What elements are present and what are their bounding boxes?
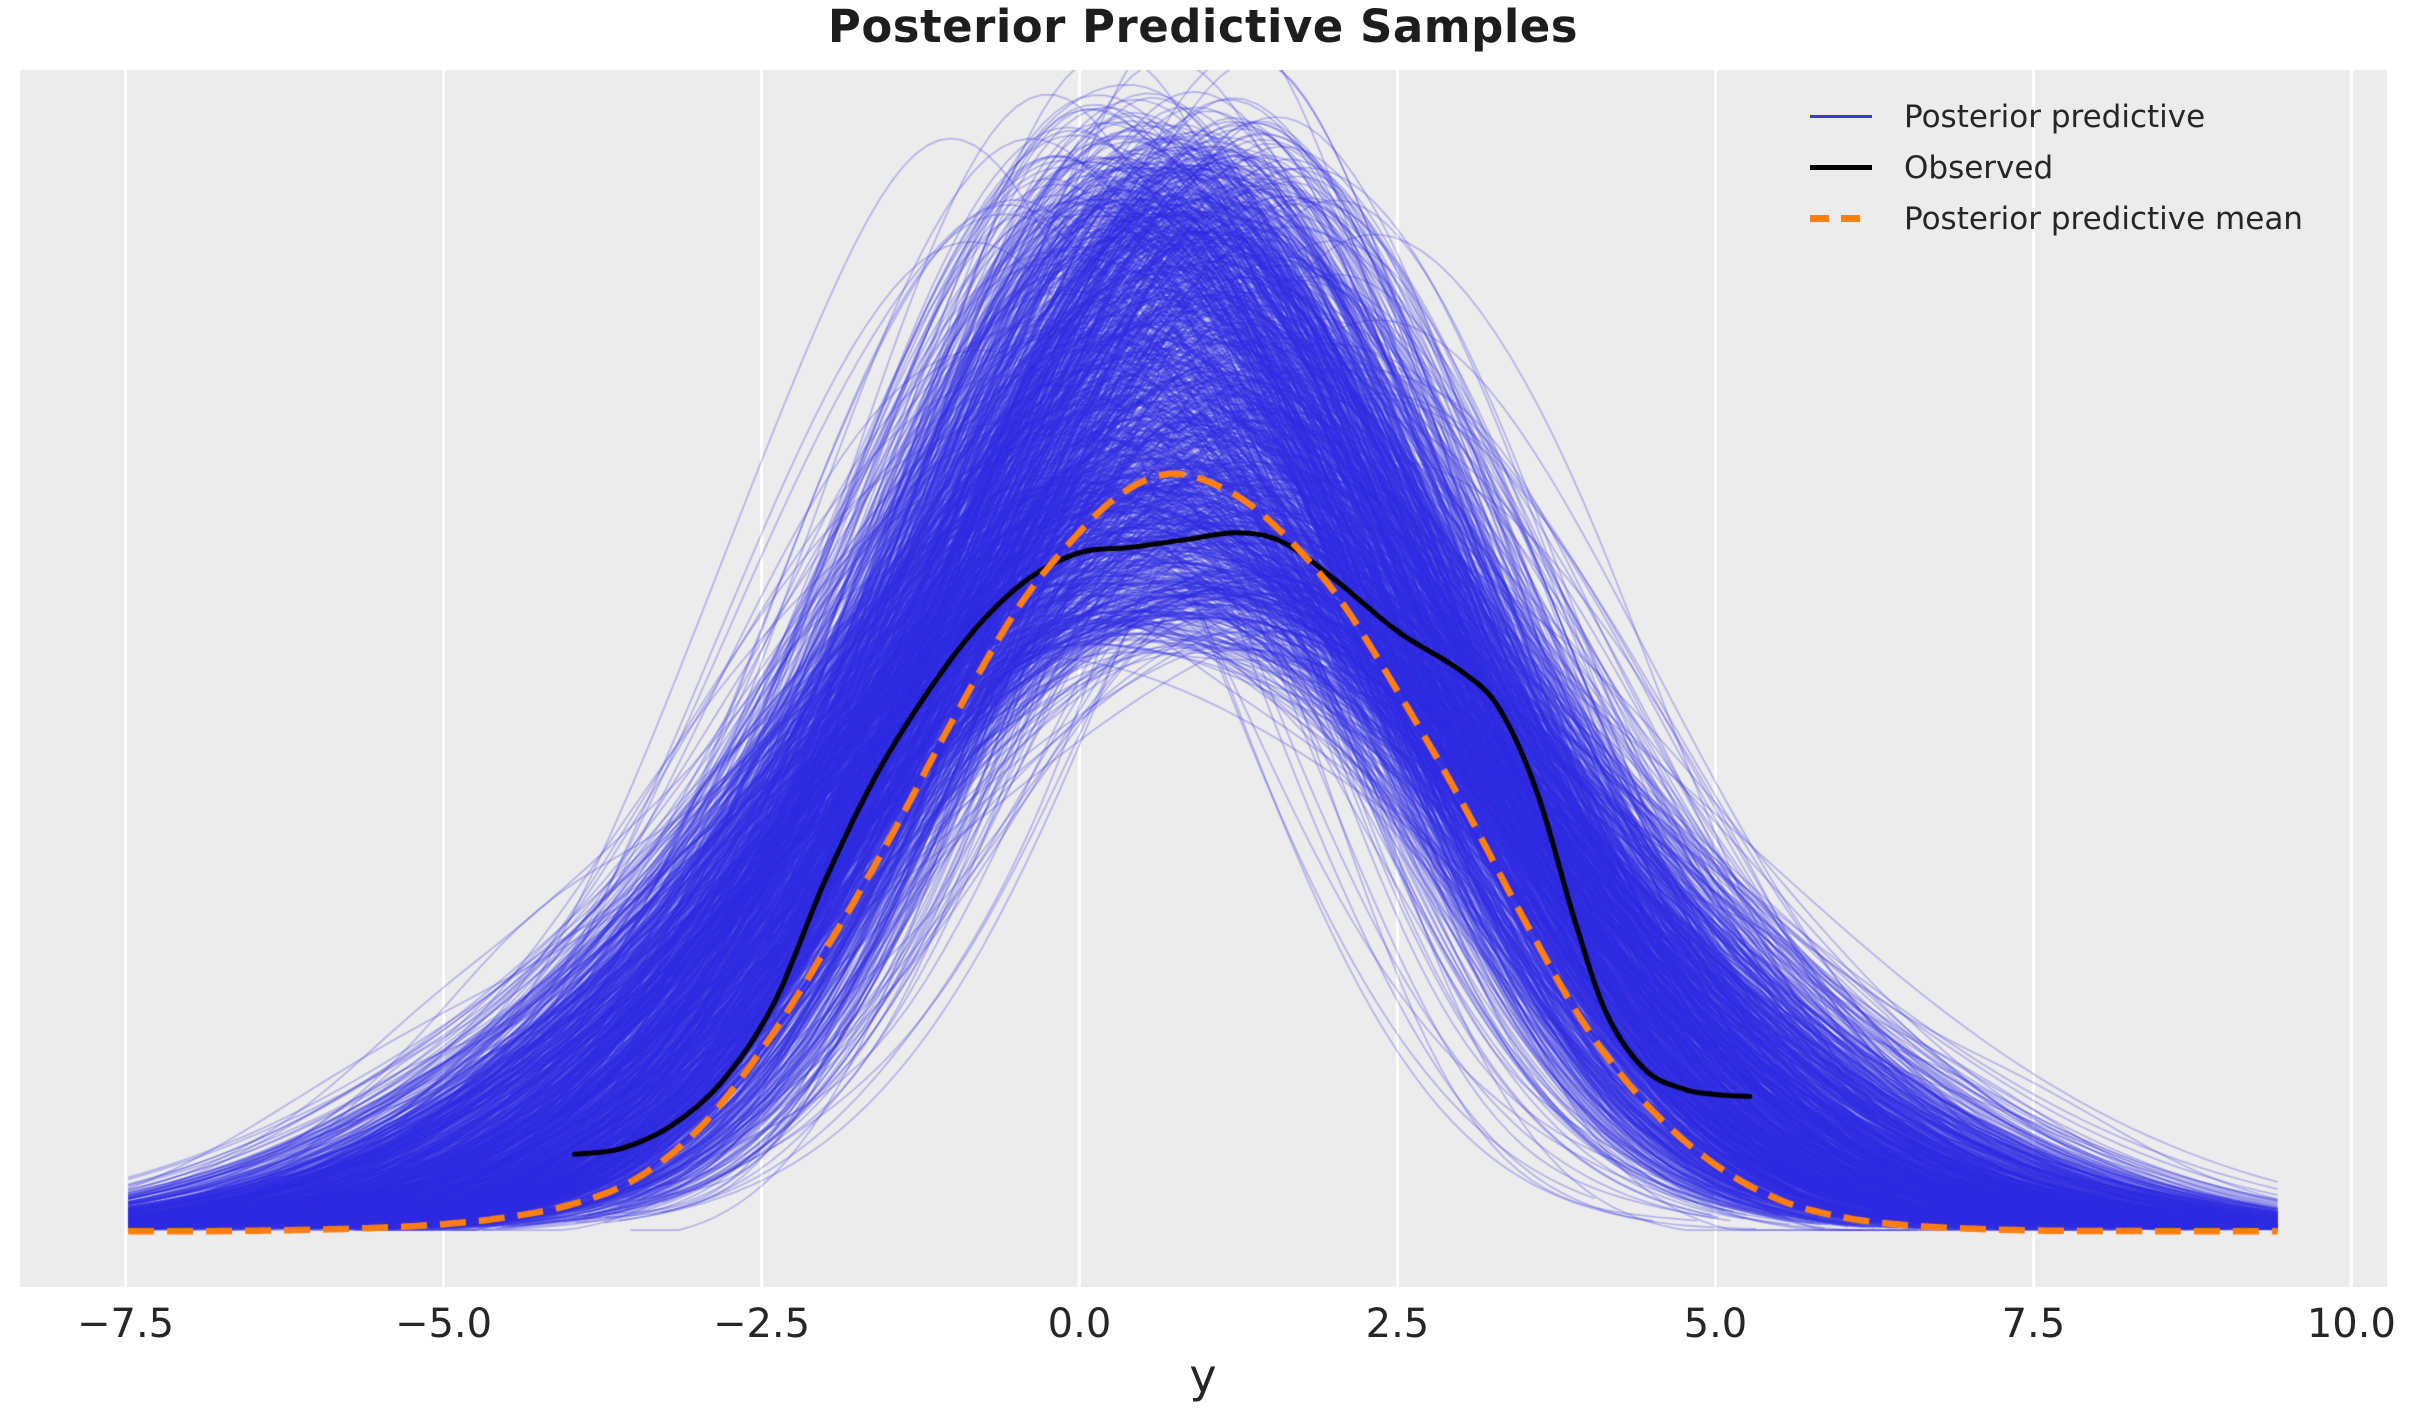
x-tick-label: 0.0	[1047, 1301, 1112, 1347]
legend: Posterior predictive Observed Posterior …	[1810, 91, 2303, 244]
posterior-predictive-mean-dashed-line-icon	[1810, 215, 1872, 222]
observed-line-icon	[1810, 165, 1872, 170]
x-tick-label: −2.5	[712, 1301, 811, 1347]
legend-label: Posterior predictive	[1904, 98, 2206, 135]
x-tick-label: 7.5	[2001, 1301, 2066, 1347]
legend-label: Posterior predictive mean	[1904, 200, 2303, 237]
legend-label: Observed	[1904, 149, 2054, 186]
legend-entry: Observed	[1810, 142, 2303, 193]
x-tick-label: 2.5	[1365, 1301, 1430, 1347]
chart-title: Posterior Predictive Samples	[827, 0, 1579, 53]
legend-entry: Posterior predictive mean	[1810, 193, 2303, 244]
posterior-predictive-line-icon	[1810, 114, 1872, 119]
x-tick-label: 5.0	[1683, 1301, 1748, 1347]
x-axis-label: y	[1189, 1349, 1217, 1403]
legend-entry: Posterior predictive	[1810, 91, 2303, 142]
x-tick-label: 10.0	[2306, 1301, 2396, 1347]
x-tick-label: −5.0	[394, 1301, 493, 1347]
x-tick-label: −7.5	[76, 1301, 175, 1347]
